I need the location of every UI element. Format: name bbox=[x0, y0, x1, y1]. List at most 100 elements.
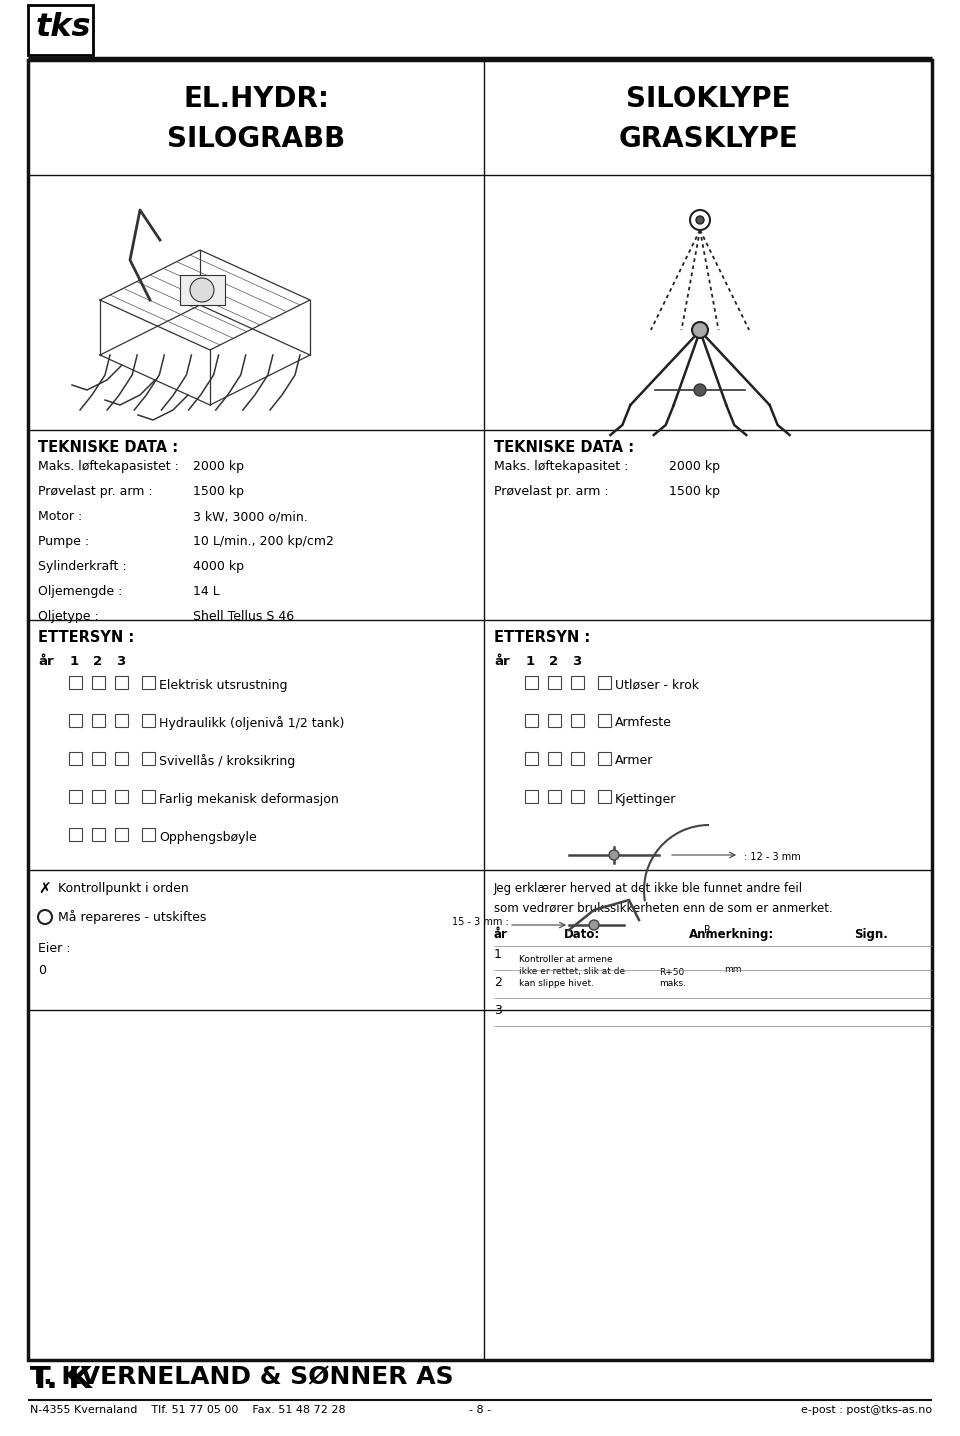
Bar bbox=[69, 829, 82, 841]
Text: mm: mm bbox=[724, 965, 741, 974]
Bar bbox=[598, 752, 611, 765]
Text: SILOKLYPE: SILOKLYPE bbox=[626, 85, 790, 113]
Text: N-4355 Kvernaland    Tlf. 51 77 05 00    Fax. 51 48 72 28: N-4355 Kvernaland Tlf. 51 77 05 00 Fax. … bbox=[30, 1404, 346, 1414]
Bar bbox=[69, 676, 82, 689]
Bar bbox=[92, 676, 105, 689]
Text: Kontrollpunkt i orden: Kontrollpunkt i orden bbox=[58, 882, 189, 895]
Bar bbox=[548, 790, 561, 803]
Bar bbox=[92, 829, 105, 841]
Text: som vedrører brukssikkerheten enn de som er anmerket.: som vedrører brukssikkerheten enn de som… bbox=[494, 902, 832, 915]
Circle shape bbox=[38, 910, 52, 923]
Circle shape bbox=[589, 920, 599, 931]
Bar bbox=[69, 752, 82, 765]
Circle shape bbox=[694, 383, 706, 396]
Text: T. K: T. K bbox=[30, 1366, 92, 1394]
Text: 2: 2 bbox=[549, 655, 558, 668]
Text: 3: 3 bbox=[572, 655, 581, 668]
Bar bbox=[571, 714, 584, 727]
Text: EL.HYDR:: EL.HYDR: bbox=[183, 85, 329, 113]
Text: 3: 3 bbox=[116, 655, 125, 668]
Text: Kontroller at armene
ikke er rettet, slik at de
kan slippe hivet.: Kontroller at armene ikke er rettet, sli… bbox=[519, 955, 625, 988]
Bar bbox=[525, 790, 538, 803]
Text: Utløser - krok: Utløser - krok bbox=[615, 678, 699, 692]
Bar bbox=[180, 276, 225, 304]
Text: T. KVERNELAND & SØNNER AS: T. KVERNELAND & SØNNER AS bbox=[30, 1366, 454, 1389]
Bar bbox=[115, 829, 128, 841]
Text: Armfeste: Armfeste bbox=[615, 717, 672, 729]
Text: 2000 kp: 2000 kp bbox=[669, 460, 720, 472]
Bar bbox=[115, 752, 128, 765]
Bar bbox=[115, 676, 128, 689]
Text: Maks. løftekapasistet :: Maks. løftekapasistet : bbox=[38, 460, 179, 472]
Text: ETTERSYN :: ETTERSYN : bbox=[494, 630, 590, 645]
Text: Opphengsbøyle: Opphengsbøyle bbox=[159, 830, 256, 843]
Text: Kjettinger: Kjettinger bbox=[615, 793, 677, 806]
Bar bbox=[548, 752, 561, 765]
Text: Farlig mekanisk deformasjon: Farlig mekanisk deformasjon bbox=[159, 793, 339, 806]
Bar bbox=[115, 790, 128, 803]
Circle shape bbox=[190, 279, 214, 302]
Text: ETTERSYN :: ETTERSYN : bbox=[38, 630, 134, 645]
Text: R+50
maks.: R+50 maks. bbox=[659, 968, 686, 988]
Bar bbox=[69, 790, 82, 803]
Bar bbox=[598, 714, 611, 727]
Bar bbox=[28, 4, 93, 55]
Text: 1500 kp: 1500 kp bbox=[669, 485, 720, 498]
Bar bbox=[142, 714, 155, 727]
Text: 1: 1 bbox=[70, 655, 79, 668]
Text: 2: 2 bbox=[494, 976, 502, 989]
Text: år: år bbox=[38, 655, 54, 668]
Text: 0: 0 bbox=[38, 964, 46, 976]
Circle shape bbox=[690, 210, 710, 230]
Text: 3 kW, 3000 o/min.: 3 kW, 3000 o/min. bbox=[193, 510, 308, 523]
Circle shape bbox=[692, 322, 708, 337]
Text: GRASKLYPE: GRASKLYPE bbox=[618, 125, 798, 154]
Text: 15 - 3 mm :: 15 - 3 mm : bbox=[452, 918, 509, 928]
Text: 1500 kp: 1500 kp bbox=[193, 485, 244, 498]
Text: Må repareres - utskiftes: Må repareres - utskiftes bbox=[58, 910, 206, 923]
Bar bbox=[571, 752, 584, 765]
Text: Oljetype :: Oljetype : bbox=[38, 610, 99, 623]
Text: 1: 1 bbox=[526, 655, 535, 668]
Text: 10 L/min., 200 kp/cm2: 10 L/min., 200 kp/cm2 bbox=[193, 536, 334, 549]
Text: TEKNISKE DATA :: TEKNISKE DATA : bbox=[494, 439, 635, 455]
Text: Anmerkning:: Anmerkning: bbox=[689, 928, 775, 941]
Text: år: år bbox=[494, 655, 510, 668]
Bar bbox=[525, 752, 538, 765]
Text: Hydraulikk (oljenivå 1/2 tank): Hydraulikk (oljenivå 1/2 tank) bbox=[159, 717, 345, 729]
Text: Shell Tellus S 46: Shell Tellus S 46 bbox=[193, 610, 294, 623]
Text: Prøvelast pr. arm :: Prøvelast pr. arm : bbox=[38, 485, 153, 498]
Text: 2000 kp: 2000 kp bbox=[193, 460, 244, 472]
Circle shape bbox=[609, 850, 619, 860]
Bar bbox=[525, 714, 538, 727]
Text: SILOGRABB: SILOGRABB bbox=[167, 125, 346, 154]
Bar bbox=[548, 676, 561, 689]
Text: e-post : post@tks-as.no: e-post : post@tks-as.no bbox=[801, 1404, 932, 1414]
Bar bbox=[115, 714, 128, 727]
Text: ✗: ✗ bbox=[38, 882, 51, 898]
Text: 14 L: 14 L bbox=[193, 584, 220, 597]
Text: tks: tks bbox=[36, 11, 91, 43]
Text: Oljemengde :: Oljemengde : bbox=[38, 584, 122, 597]
Bar bbox=[92, 714, 105, 727]
Text: Sylinderkraft :: Sylinderkraft : bbox=[38, 560, 127, 573]
Bar bbox=[142, 829, 155, 841]
Text: 2: 2 bbox=[93, 655, 102, 668]
Text: R: R bbox=[704, 925, 710, 935]
Bar bbox=[598, 790, 611, 803]
Text: Svivellås / kroksikring: Svivellås / kroksikring bbox=[159, 754, 296, 768]
Bar bbox=[92, 752, 105, 765]
Text: 1: 1 bbox=[494, 948, 502, 961]
Bar bbox=[548, 714, 561, 727]
Text: TEKNISKE DATA :: TEKNISKE DATA : bbox=[38, 439, 179, 455]
Text: Dato:: Dato: bbox=[564, 928, 600, 941]
Bar bbox=[92, 790, 105, 803]
Text: Armer: Armer bbox=[615, 754, 654, 767]
Bar bbox=[571, 676, 584, 689]
Circle shape bbox=[696, 215, 704, 224]
Bar bbox=[571, 790, 584, 803]
Bar bbox=[69, 714, 82, 727]
Text: - 8 -: - 8 - bbox=[468, 1404, 492, 1414]
Text: Jeg erklærer herved at det ikke ble funnet andre feil: Jeg erklærer herved at det ikke ble funn… bbox=[494, 882, 804, 895]
Text: Pumpe :: Pumpe : bbox=[38, 536, 89, 549]
